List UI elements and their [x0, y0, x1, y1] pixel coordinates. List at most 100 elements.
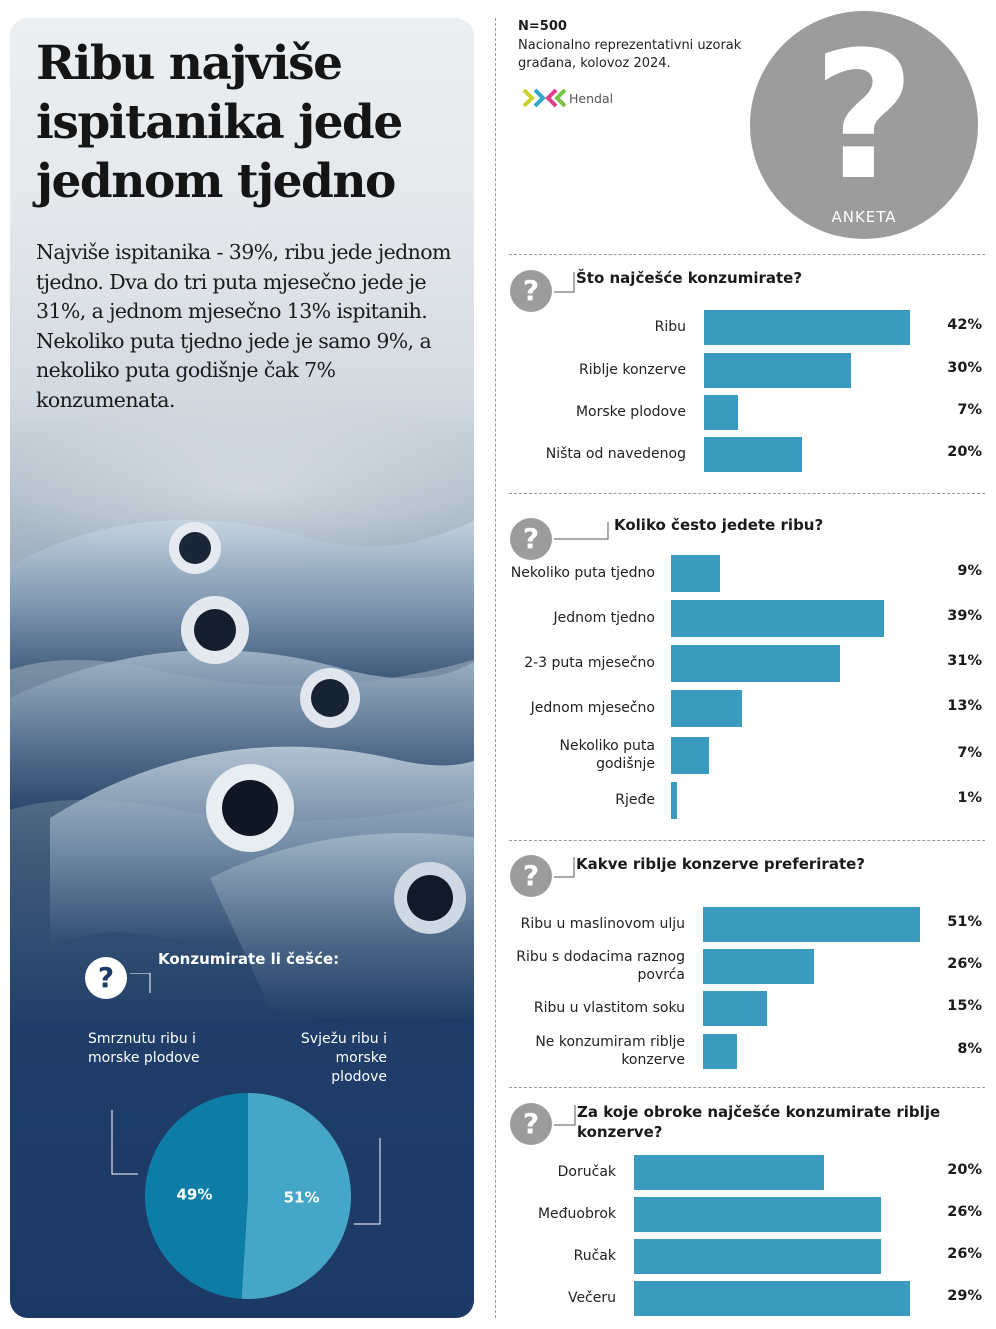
bar-value-label: 26% [947, 1204, 982, 1220]
bar-category-text: Nekoliko puta godišnje [559, 738, 656, 772]
bar-value-label: 31% [947, 653, 982, 669]
bar-category-text: Morske plodove [575, 404, 686, 420]
bar-category-text: Ribu s dodacima raznog povrća [516, 949, 685, 983]
bar-category-text: Doručak [557, 1164, 616, 1180]
bar-value-label: 8% [957, 1041, 982, 1057]
question-icon: ? [510, 270, 552, 312]
question-icon: ? [510, 855, 552, 897]
pie-value-label: 49% [177, 1185, 213, 1203]
bar-category-label: Morske plodove [505, 394, 686, 430]
bar-category-label: Večeru [505, 1280, 616, 1316]
bar [634, 1238, 881, 1274]
intro-text: Najviše ispitanika - 39%, ribu jede jedn… [36, 240, 451, 412]
chart-title: Za koje obroke najčešće konzumirate ribl… [577, 1103, 941, 1141]
headline: Ribu najviše ispitanika jede jednom tjed… [36, 36, 403, 209]
bar-value-label: 7% [957, 745, 982, 761]
pie-leader-frozen [111, 1110, 138, 1175]
left-panel: Ribu najviše ispitanika jede jednom tjed… [10, 18, 474, 1318]
bar-category-text: Ne konzumiram riblje konzerve [535, 1034, 685, 1068]
hendal-logo-icon [522, 88, 566, 108]
pie-title-connector [130, 973, 151, 993]
bar [634, 1280, 910, 1316]
bar-category-label: Ručak [505, 1238, 616, 1274]
bar-category-text: Večeru [567, 1290, 616, 1306]
bar-category-text: Riblje konzerve [578, 362, 686, 378]
bar-value-label: 1% [957, 790, 982, 806]
bar-category-text: Jednom mjesečno [530, 700, 655, 716]
bar [703, 948, 814, 984]
title-connector [554, 272, 575, 293]
pie-chart-title: Konzumirate li češće: [158, 950, 340, 968]
pie-slice-frozen [144, 1093, 248, 1299]
bar-category-text: 2-3 puta mjesečno [524, 655, 655, 671]
bar-category-label: Ništa od navedenog [505, 436, 686, 472]
bar-category-label: Ribu s dodacima raznog povrća [505, 948, 685, 984]
bar [703, 1033, 737, 1069]
bar-category-text: Ribu u vlastitom soku [533, 1000, 685, 1016]
bar [704, 309, 910, 345]
bar-value-label: 9% [957, 563, 982, 579]
bar [671, 736, 710, 774]
pie-chart: 49% 51% [111, 1093, 381, 1299]
bar-category-text: Međuobrok [537, 1206, 616, 1222]
bar-value-label: 20% [947, 444, 982, 460]
question-icon: ? [510, 1103, 552, 1145]
title-connector [554, 857, 575, 878]
bar [634, 1196, 881, 1232]
title-connector [554, 522, 609, 540]
svg-text:?: ? [523, 522, 539, 555]
bar-category-label: 2-3 puta mjesečno [505, 645, 655, 681]
bar-value-label: 30% [947, 360, 982, 376]
svg-text:?: ? [523, 859, 539, 892]
column-divider [495, 18, 496, 1318]
bar [704, 436, 802, 472]
chart-separator [509, 493, 985, 494]
bar-category-text: Nekoliko puta tjedno [510, 565, 655, 581]
bar-category-text: Ručak [573, 1248, 616, 1264]
bar-value-label: 42% [947, 317, 982, 333]
question-icon: ? [85, 957, 127, 999]
chart-title: Koliko često jedete ribu? [614, 516, 824, 534]
bar-value-label: 39% [947, 608, 982, 624]
survey-badge-label: ANKETA [831, 208, 897, 226]
pie-legend-fresh: Svježu ribu i morske plodove [300, 1031, 387, 1085]
bar-category-text: Ribu u maslinovom ulju [520, 916, 685, 932]
sample-size: N=500 [518, 19, 567, 34]
bar-value-label: 26% [947, 1246, 982, 1262]
bar [704, 352, 851, 388]
bar-value-label: 51% [947, 914, 982, 930]
pie-slice-fresh [241, 1093, 351, 1299]
bar-category-label: Ne konzumiram riblje konzerve [505, 1033, 685, 1069]
bar-category-label: Riblje konzerve [505, 352, 686, 388]
bar [703, 906, 920, 942]
bar [671, 554, 721, 592]
bar-value-label: 29% [947, 1288, 982, 1304]
bar-category-label: Jednom tjedno [505, 600, 655, 636]
chart-separator [509, 840, 985, 841]
svg-text:?: ? [523, 1107, 539, 1140]
bar [634, 1154, 824, 1190]
bar-category-label: Ribu [505, 309, 686, 345]
title-connector [554, 1105, 576, 1126]
hendal-logo-text: Hendal [569, 91, 614, 106]
bar-value-label: 7% [957, 402, 982, 418]
pie-leader-fresh [354, 1138, 381, 1225]
bar [671, 599, 884, 637]
chart-separator [509, 254, 985, 255]
bar-category-text: Rjeđe [615, 792, 655, 808]
bar-value-label: 26% [947, 956, 982, 972]
bar-value-label: 15% [947, 998, 982, 1014]
bar [671, 689, 742, 727]
bar-category-label: Jednom mjesečno [505, 690, 655, 726]
bar-category-label: Rjeđe [505, 782, 655, 818]
bar-category-label: Ribu u maslinovom ulju [505, 906, 685, 942]
bar-value-label: 20% [947, 1162, 982, 1178]
bar-category-text: Jednom tjedno [553, 610, 655, 626]
bar-value-label: 13% [947, 698, 982, 714]
pie-value-label: 51% [284, 1189, 320, 1207]
survey-badge-icon: ? [750, 11, 978, 239]
bar [671, 644, 840, 682]
bar [703, 990, 767, 1026]
chart-title: Kakve riblje konzerve preferirate? [576, 855, 865, 873]
sample-description: Nacionalno reprezentativni uzorak građan… [518, 38, 742, 71]
